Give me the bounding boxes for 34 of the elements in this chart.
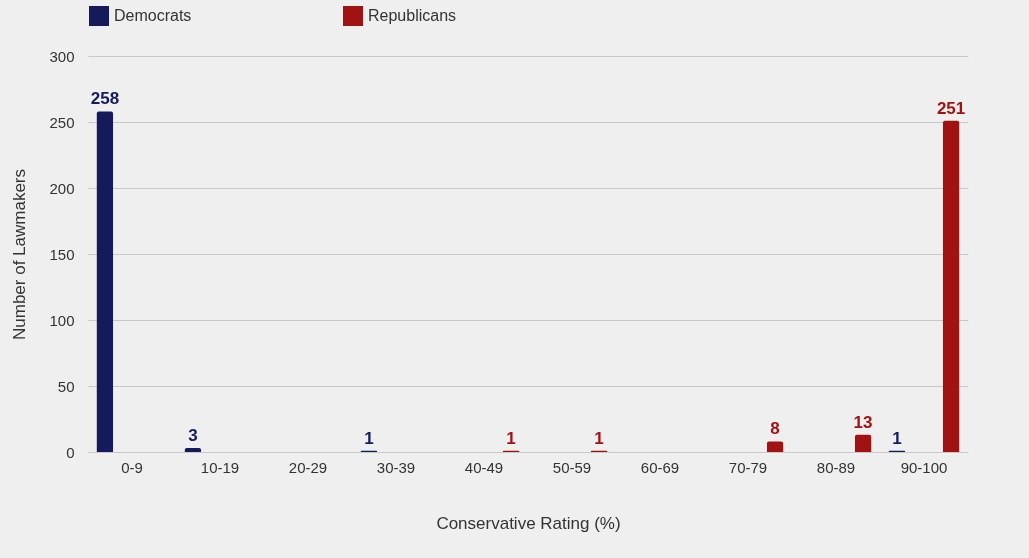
y-tick-label: 250 xyxy=(49,113,75,131)
y-tick-label: 300 xyxy=(49,47,75,65)
x-tick-label: 40-49 xyxy=(464,458,504,476)
y-tick-label: 150 xyxy=(49,245,75,263)
bar xyxy=(942,120,960,452)
bar xyxy=(766,441,784,452)
data-label: 1 xyxy=(364,428,374,448)
x-tick-label: 70-79 xyxy=(728,458,768,476)
bar xyxy=(96,111,114,452)
legend-label: Democrats xyxy=(114,7,192,24)
data-label: 1 xyxy=(892,428,902,448)
x-tick-label: 80-89 xyxy=(816,458,856,476)
y-axis-title: Number of Lawmakers xyxy=(10,168,30,341)
x-tick-label: 0-9 xyxy=(121,458,143,476)
x-tick-label: 20-29 xyxy=(288,458,328,476)
legend-label: Republicans xyxy=(368,7,457,24)
data-label: 3 xyxy=(188,426,198,446)
x-tick-label: 10-19 xyxy=(200,458,240,476)
x-tick-label: 60-69 xyxy=(640,458,680,476)
y-tick-label: 200 xyxy=(49,179,75,197)
x-tick-label: 50-59 xyxy=(552,458,592,476)
data-label: 1 xyxy=(506,428,516,448)
bar xyxy=(854,434,872,452)
x-tick-label: 90-100 xyxy=(900,458,948,476)
y-tick-label: 100 xyxy=(49,311,75,329)
data-label: 258 xyxy=(90,89,120,109)
x-axis-title: Conservative Rating (%) xyxy=(436,513,621,533)
data-label: 8 xyxy=(770,419,780,439)
data-label: 251 xyxy=(936,98,966,118)
data-label: 1 xyxy=(594,428,604,448)
y-tick-label: 0 xyxy=(66,443,75,461)
x-tick-label: 30-39 xyxy=(376,458,416,476)
data-label: 13 xyxy=(853,412,873,432)
y-tick-label: 50 xyxy=(57,377,75,395)
